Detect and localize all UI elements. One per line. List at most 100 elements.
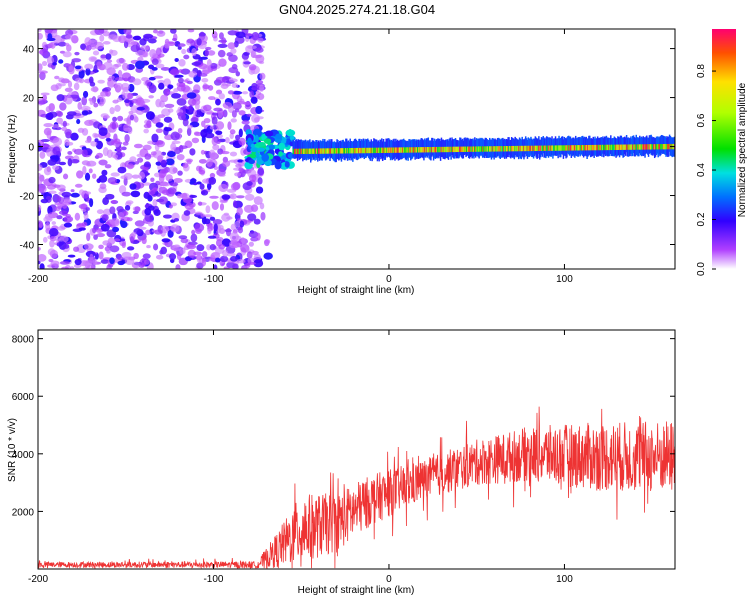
noise-speckle xyxy=(161,168,169,174)
carrier-core xyxy=(345,148,347,154)
carrier-core xyxy=(481,146,484,152)
noise-speckle xyxy=(50,155,59,160)
carrier-core xyxy=(393,147,395,153)
noise-speckle xyxy=(222,101,233,109)
carrier-core xyxy=(601,144,603,151)
noise-speckle xyxy=(137,157,144,163)
carrier-core xyxy=(365,147,367,154)
noise-speckle xyxy=(40,92,50,96)
noise-speckle xyxy=(190,116,199,123)
y-tick-label: 0 xyxy=(28,143,34,154)
carrier-core xyxy=(461,146,464,152)
noise-speckle xyxy=(207,235,217,239)
snr-frame xyxy=(37,329,676,570)
carrier-core xyxy=(442,146,444,153)
onset-blob-mark xyxy=(254,134,259,144)
colorbar: 0.0 0.2 0.4 0.6 0.8 Normalized spectral ampl… xyxy=(696,29,748,276)
carrier-core xyxy=(614,144,616,151)
noise-speckle xyxy=(58,161,67,166)
carrier-core xyxy=(324,148,327,154)
noise-speckle xyxy=(227,42,236,50)
noise-speckle xyxy=(206,58,212,68)
carrier-core xyxy=(632,144,634,150)
carrier-core xyxy=(379,147,381,154)
noise-speckle xyxy=(135,60,145,70)
carrier-core xyxy=(411,147,414,153)
carrier-core xyxy=(421,147,423,153)
spectrogram-marks xyxy=(38,29,675,269)
noise-speckle xyxy=(39,48,49,57)
carrier-core xyxy=(539,145,541,151)
carrier-core xyxy=(563,145,566,151)
noise-speckle xyxy=(259,202,265,210)
onset-blob-mark xyxy=(255,141,266,147)
carrier-core xyxy=(343,148,345,154)
noise-speckle xyxy=(158,155,164,159)
carrier-core xyxy=(551,145,553,151)
carrier-core xyxy=(439,146,442,153)
noise-speckle xyxy=(131,174,140,179)
carrier-core xyxy=(382,147,385,153)
noise-speckle xyxy=(102,208,112,216)
carrier-core xyxy=(399,147,401,153)
noise-speckle xyxy=(212,219,223,225)
noise-speckle xyxy=(210,254,216,262)
noise-speckle xyxy=(255,186,264,194)
carrier-core xyxy=(469,146,472,152)
noise-speckle xyxy=(178,69,184,73)
noise-speckle xyxy=(130,105,139,114)
spectrogram-y-label: Frequency (Hz) xyxy=(7,115,18,184)
noise-speckle xyxy=(246,251,253,259)
noise-speckle xyxy=(207,228,212,235)
noise-speckle xyxy=(227,90,235,95)
noise-speckle xyxy=(102,31,111,37)
noise-speckle xyxy=(54,75,60,80)
carrier-core xyxy=(593,144,595,151)
noise-speckle xyxy=(145,229,151,236)
noise-speckle xyxy=(38,70,48,74)
noise-speckle xyxy=(180,192,190,200)
noise-speckle xyxy=(231,110,237,118)
carrier-core xyxy=(298,148,301,155)
noise-speckle xyxy=(40,198,49,204)
noise-speckle xyxy=(144,153,152,160)
noise-speckle xyxy=(40,138,50,143)
noise-speckle xyxy=(209,125,214,130)
noise-speckle xyxy=(62,51,72,58)
carrier-core xyxy=(474,146,477,152)
carrier-core xyxy=(306,148,308,154)
carrier-core xyxy=(463,146,466,152)
noise-speckle xyxy=(255,79,264,85)
carrier-core xyxy=(596,144,598,151)
carrier-core xyxy=(453,146,456,153)
carrier-core xyxy=(588,144,590,151)
noise-speckle xyxy=(215,89,223,95)
onset-blob-mark xyxy=(252,128,262,138)
carrier-core xyxy=(360,147,363,154)
carrier-core xyxy=(307,148,309,154)
noise-speckle xyxy=(218,173,226,177)
noise-speckle xyxy=(213,223,218,232)
noise-speckle xyxy=(47,33,53,41)
carrier-halo xyxy=(385,138,387,157)
carrier-core xyxy=(567,145,569,151)
carrier-core xyxy=(591,144,594,151)
carrier-core xyxy=(316,148,318,154)
noise-speckle xyxy=(235,163,242,168)
noise-speckle xyxy=(92,227,97,234)
noise-speckle xyxy=(241,265,249,269)
noise-speckle xyxy=(99,34,105,42)
carrier-core xyxy=(572,145,574,151)
noise-speckle xyxy=(121,191,132,197)
carrier-core xyxy=(656,144,659,150)
noise-speckle xyxy=(62,203,68,209)
carrier-core xyxy=(408,147,410,153)
noise-speckle xyxy=(85,41,95,47)
noise-speckle xyxy=(247,261,256,265)
noise-speckle xyxy=(142,144,152,151)
noise-speckle xyxy=(126,116,131,125)
carrier-core xyxy=(637,144,639,150)
carrier-core xyxy=(568,145,571,151)
noise-speckle xyxy=(225,227,232,237)
